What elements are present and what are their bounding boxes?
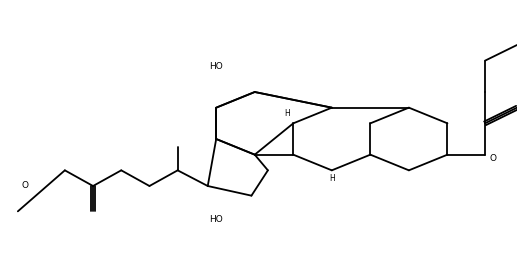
Text: H: H bbox=[284, 109, 290, 118]
Text: HO: HO bbox=[209, 215, 223, 224]
Text: H: H bbox=[329, 174, 334, 183]
Text: O: O bbox=[21, 182, 28, 190]
Text: O: O bbox=[490, 154, 496, 163]
Text: HO: HO bbox=[209, 62, 223, 71]
